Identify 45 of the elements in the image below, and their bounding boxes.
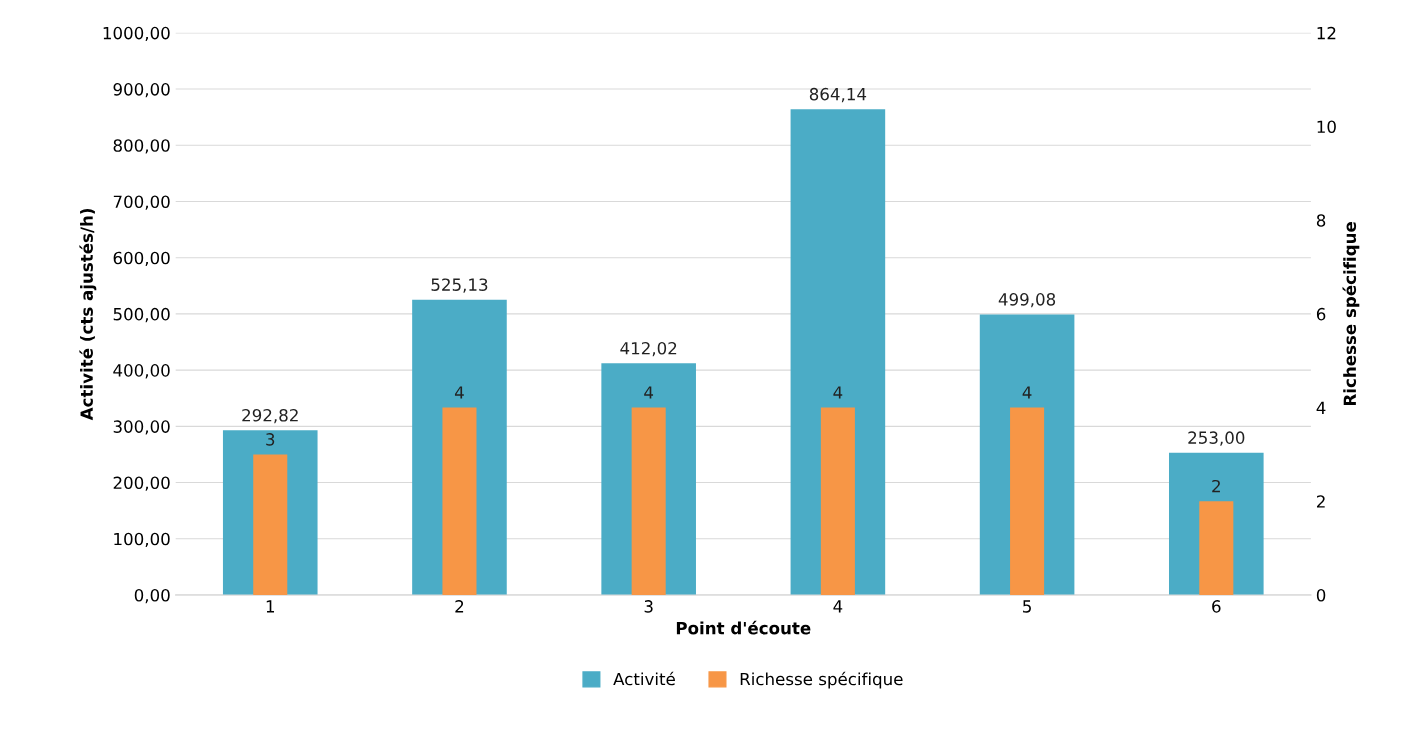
y-tick-label: 500,00 — [113, 307, 170, 323]
y-tick-label: 200,00 — [113, 476, 170, 491]
y-tick-label: 1000,00 — [103, 26, 170, 42]
data-label: 2 — [1212, 479, 1220, 493]
bar — [442, 407, 477, 595]
data-label: 525,13 — [431, 278, 488, 293]
x-tick-label: 3 — [644, 600, 653, 613]
y-tick-label: 700,00 — [113, 195, 170, 210]
x-tick-label: 4 — [833, 600, 843, 613]
x-axis-title: Point d'écoute — [676, 620, 811, 635]
y2-axis-title: Richesse spécifique — [1342, 222, 1360, 406]
x-tick-label: 6 — [1212, 600, 1221, 613]
y-tick-label: 800,00 — [113, 139, 170, 154]
bar — [1199, 501, 1234, 595]
y-tick-label: 600,00 — [113, 251, 170, 266]
data-label: 412,02 — [620, 341, 677, 357]
data-label: 4 — [1022, 386, 1032, 399]
legend-label: Activité — [613, 671, 675, 686]
bar — [1010, 407, 1045, 595]
y2-tick-label: 6 — [1316, 307, 1326, 321]
x-tick-label: 2 — [455, 600, 464, 613]
bar — [820, 407, 855, 595]
data-label: 864,14 — [809, 87, 867, 103]
data-label: 4 — [644, 386, 654, 399]
y-tick-label: 400,00 — [113, 364, 170, 379]
data-label: 253,00 — [1188, 431, 1245, 446]
y-tick-label: 100,00 — [114, 532, 170, 548]
y-tick-label: 900,00 — [113, 83, 170, 98]
data-label: 292,82 — [242, 408, 298, 424]
y-tick-label: 0,00 — [134, 588, 170, 604]
y2-tick-label: 2 — [1316, 495, 1325, 508]
legend-label: Richesse spécifique — [740, 671, 903, 689]
y2-tick-label: 12 — [1317, 26, 1336, 40]
y2-tick-label: 4 — [1316, 401, 1326, 414]
data-label: 4 — [454, 386, 464, 399]
y-axis-title: Activité (cts ajustés/h) — [79, 208, 97, 421]
x-tick-label: 5 — [1023, 600, 1031, 613]
data-label: 499,08 — [998, 293, 1056, 308]
y2-tick-label: 0 — [1316, 588, 1326, 602]
x-tick-label: 1 — [266, 600, 275, 613]
data-label: 4 — [833, 386, 843, 399]
y2-tick-label: 10 — [1317, 120, 1336, 134]
y2-tick-label: 8 — [1316, 214, 1326, 227]
data-label: 3 — [266, 433, 275, 446]
y-tick-label: 300,00 — [113, 420, 170, 435]
